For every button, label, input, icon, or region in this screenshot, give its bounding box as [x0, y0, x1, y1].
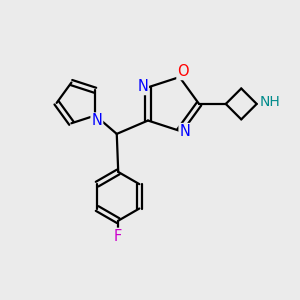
Text: N: N	[137, 79, 148, 94]
Text: O: O	[177, 64, 189, 79]
Text: F: F	[114, 229, 122, 244]
Text: N: N	[92, 113, 102, 128]
Text: NH: NH	[260, 95, 280, 110]
Text: N: N	[179, 124, 190, 139]
